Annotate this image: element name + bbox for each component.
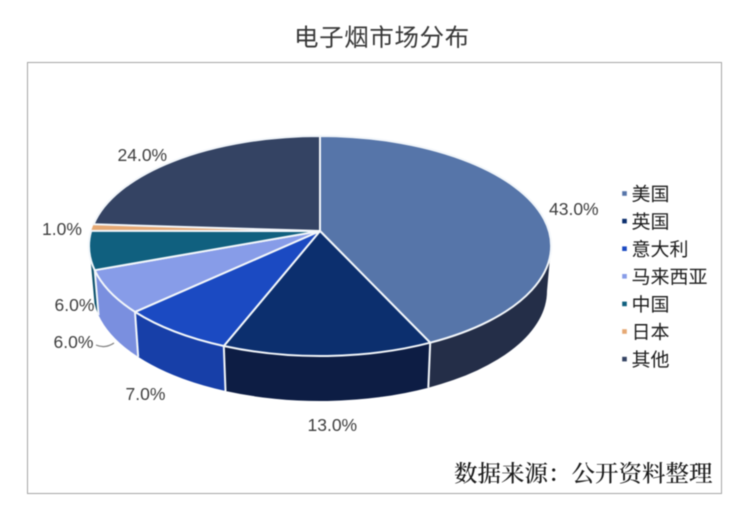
svg-text:6.0%: 6.0% xyxy=(54,332,94,352)
svg-text:24.0%: 24.0% xyxy=(118,145,168,165)
svg-text:6.0%: 6.0% xyxy=(55,295,95,315)
svg-text:43.0%: 43.0% xyxy=(549,199,599,219)
svg-text:7.0%: 7.0% xyxy=(126,384,166,404)
svg-text:1.0%: 1.0% xyxy=(42,219,82,239)
svg-text:13.0%: 13.0% xyxy=(308,415,358,435)
